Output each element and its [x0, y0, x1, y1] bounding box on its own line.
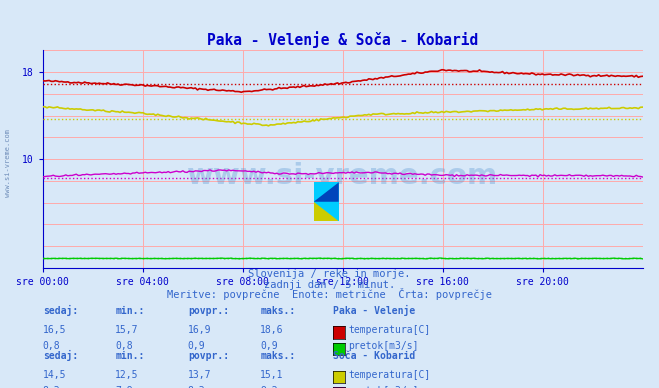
Text: sedaj:: sedaj:	[43, 305, 78, 316]
Text: www.si-vreme.com: www.si-vreme.com	[5, 129, 11, 197]
Text: povpr.:: povpr.:	[188, 351, 229, 361]
Text: pretok[m3/s]: pretok[m3/s]	[349, 386, 419, 388]
Title: Paka - Velenje & Soča - Kobarid: Paka - Velenje & Soča - Kobarid	[207, 31, 478, 48]
Text: min.:: min.:	[115, 351, 145, 361]
Text: temperatura[C]: temperatura[C]	[349, 325, 431, 335]
Text: Slovenija / reke in morje.: Slovenija / reke in morje.	[248, 269, 411, 279]
Text: 0,9: 0,9	[260, 341, 278, 351]
Text: Paka - Velenje: Paka - Velenje	[333, 305, 415, 316]
Text: min.:: min.:	[115, 306, 145, 316]
Text: 0,9: 0,9	[188, 341, 206, 351]
Text: Soča - Kobarid: Soča - Kobarid	[333, 351, 415, 361]
Text: 15,7: 15,7	[115, 325, 139, 335]
Text: maks.:: maks.:	[260, 306, 295, 316]
Text: www.si-vreme.com: www.si-vreme.com	[187, 163, 498, 191]
Text: sedaj:: sedaj:	[43, 350, 78, 361]
Polygon shape	[314, 202, 339, 221]
Text: 0,8: 0,8	[115, 341, 133, 351]
Text: 14,5: 14,5	[43, 369, 67, 379]
Text: 16,9: 16,9	[188, 325, 212, 335]
Text: povpr.:: povpr.:	[188, 306, 229, 316]
Text: maks.:: maks.:	[260, 351, 295, 361]
Text: 7,9: 7,9	[115, 386, 133, 388]
Polygon shape	[314, 182, 339, 202]
Text: 8,3: 8,3	[43, 386, 61, 388]
Text: 12,5: 12,5	[115, 369, 139, 379]
Text: 15,1: 15,1	[260, 369, 284, 379]
Text: pretok[m3/s]: pretok[m3/s]	[349, 341, 419, 351]
Text: 16,5: 16,5	[43, 325, 67, 335]
Text: 0,8: 0,8	[43, 341, 61, 351]
Text: temperatura[C]: temperatura[C]	[349, 369, 431, 379]
Text: 9,2: 9,2	[260, 386, 278, 388]
Text: 8,3: 8,3	[188, 386, 206, 388]
Text: 18,6: 18,6	[260, 325, 284, 335]
Text: zadnji dan / 5 minut.: zadnji dan / 5 minut.	[264, 280, 395, 290]
Text: 13,7: 13,7	[188, 369, 212, 379]
Text: Meritve: povprečne  Enote: metrične  Črta: povprečje: Meritve: povprečne Enote: metrične Črta:…	[167, 288, 492, 300]
